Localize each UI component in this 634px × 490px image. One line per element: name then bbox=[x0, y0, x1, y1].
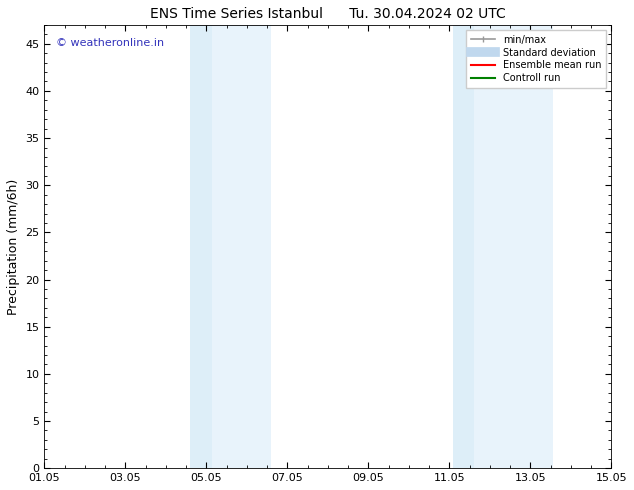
Title: ENS Time Series Istanbul      Tu. 30.04.2024 02 UTC: ENS Time Series Istanbul Tu. 30.04.2024 … bbox=[150, 7, 506, 21]
Bar bbox=[190, 25, 212, 468]
Bar bbox=[453, 25, 474, 468]
Legend: min/max, Standard deviation, Ensemble mean run, Controll run: min/max, Standard deviation, Ensemble me… bbox=[466, 30, 606, 88]
Text: © weatheronline.in: © weatheronline.in bbox=[56, 38, 164, 48]
Bar bbox=[474, 25, 553, 468]
Bar bbox=[212, 25, 271, 468]
Y-axis label: Precipitation (mm/6h): Precipitation (mm/6h) bbox=[7, 178, 20, 315]
